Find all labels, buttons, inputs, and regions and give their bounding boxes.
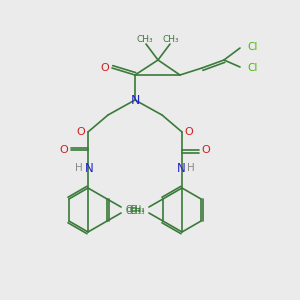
Text: O: O bbox=[76, 127, 85, 137]
Text: O: O bbox=[60, 145, 68, 155]
Text: H: H bbox=[187, 163, 195, 173]
Text: CH₃: CH₃ bbox=[137, 34, 153, 43]
Text: O: O bbox=[202, 145, 210, 155]
Text: Cl: Cl bbox=[247, 42, 257, 52]
Text: CH₃: CH₃ bbox=[129, 205, 145, 214]
Text: CH₃: CH₃ bbox=[125, 205, 141, 214]
Text: N: N bbox=[130, 94, 140, 106]
Text: CH₃: CH₃ bbox=[129, 206, 145, 215]
Text: CH₃: CH₃ bbox=[125, 206, 141, 215]
Text: O: O bbox=[100, 63, 109, 73]
Text: N: N bbox=[85, 161, 93, 175]
Text: CH₃: CH₃ bbox=[163, 34, 179, 43]
Text: O: O bbox=[184, 127, 194, 137]
Text: H: H bbox=[75, 163, 83, 173]
Text: N: N bbox=[177, 161, 185, 175]
Text: Cl: Cl bbox=[247, 63, 257, 73]
